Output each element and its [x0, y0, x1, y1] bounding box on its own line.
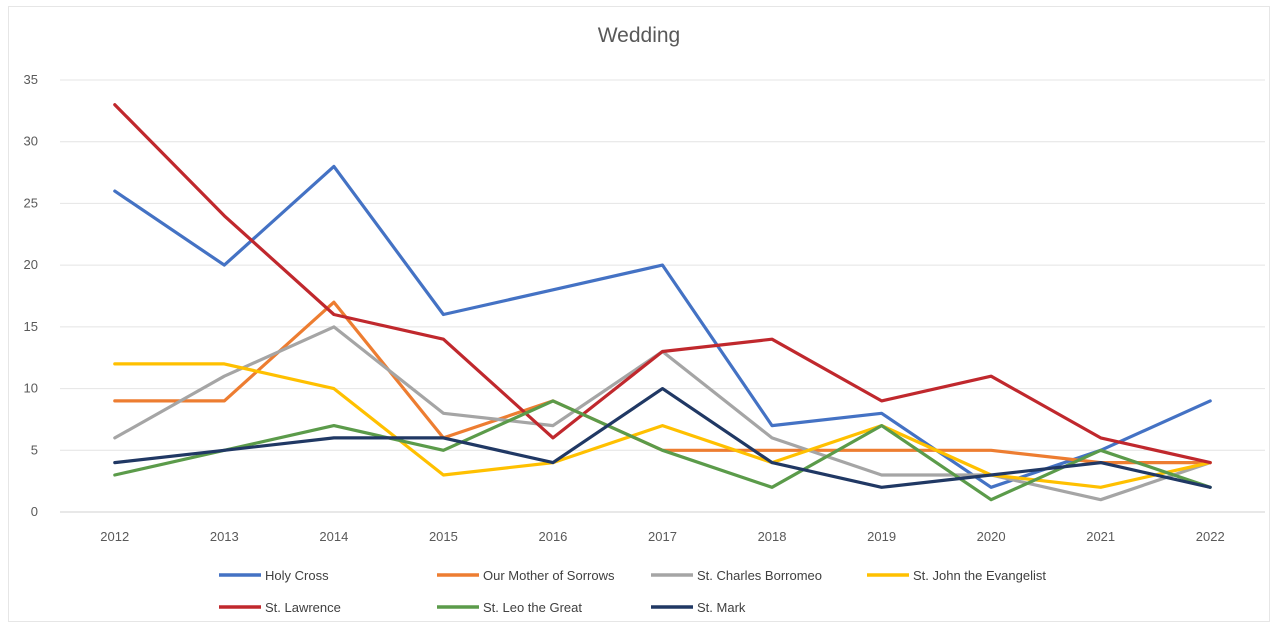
- x-tick-label: 2022: [1196, 529, 1225, 544]
- legend-label: St. Lawrence: [265, 600, 341, 615]
- chart-title: Wedding: [597, 24, 681, 47]
- y-tick-label: 5: [31, 442, 38, 457]
- legend-label: St. Charles Borromeo: [697, 568, 822, 583]
- y-tick-label: 10: [24, 381, 38, 396]
- x-tick-label: 2012: [100, 529, 129, 544]
- x-tick-label: 2021: [1086, 529, 1115, 544]
- chart-frame: [8, 6, 1270, 622]
- y-tick-label: 25: [24, 195, 38, 210]
- x-tick-label: 2019: [867, 529, 896, 544]
- y-tick-label: 35: [24, 72, 38, 87]
- x-tick-label: 2017: [648, 529, 677, 544]
- x-tick-label: 2020: [977, 529, 1006, 544]
- series-line: [113, 164, 1212, 489]
- y-tick-label: 30: [24, 134, 38, 149]
- series-line: [113, 387, 1212, 489]
- legend-label: St. Leo the Great: [483, 600, 582, 615]
- x-tick-label: 2013: [210, 529, 239, 544]
- legend-label: St. Mark: [697, 600, 746, 615]
- legend-label: St. John the Evangelist: [913, 568, 1046, 583]
- y-tick-label: 20: [24, 257, 38, 272]
- x-tick-label: 2016: [538, 529, 567, 544]
- legend-label: Holy Cross: [265, 568, 329, 583]
- x-tick-label: 2014: [319, 529, 348, 544]
- series-line: [113, 399, 1212, 502]
- y-tick-label: 0: [31, 504, 38, 519]
- legend-label: Our Mother of Sorrows: [483, 568, 615, 583]
- x-tick-label: 2015: [429, 529, 458, 544]
- series-line: [113, 362, 1212, 489]
- y-tick-label: 15: [24, 319, 38, 334]
- x-tick-label: 2018: [758, 529, 787, 544]
- series-line: [113, 103, 1212, 465]
